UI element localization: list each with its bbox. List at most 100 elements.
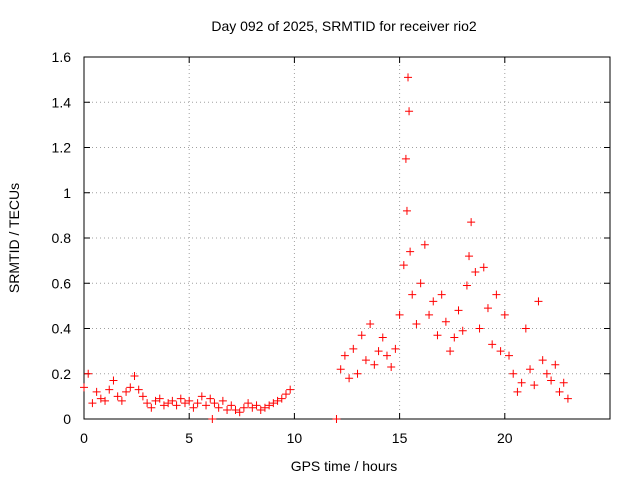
data-point [193,399,202,408]
data-point [80,383,88,392]
data-point [387,362,396,371]
data-point [214,403,223,412]
data-point [101,396,110,405]
data-points [80,73,572,423]
data-point [433,331,442,340]
data-point [159,401,168,410]
data-point [248,403,257,412]
y-tick-label: 0.6 [52,275,72,291]
data-point [547,376,556,385]
y-tick-labels: 0 0.2 0.4 0.6 0.8 1 1.2 1.4 1.6 [52,49,72,427]
data-point [437,290,446,299]
data-point [488,340,497,349]
x-tick-label: 10 [287,430,303,446]
x-tick-label: 0 [80,430,88,446]
data-point [471,267,480,276]
data-point [521,324,530,333]
data-point [416,279,425,288]
data-point [563,394,572,403]
data-point [479,263,488,272]
y-tick-label: 1.4 [52,94,72,110]
data-point [450,333,459,342]
data-point [534,297,543,306]
data-point [176,394,185,403]
data-point [408,290,417,299]
data-point [483,304,492,313]
data-point [277,394,286,403]
data-point [353,369,362,378]
x-tick-label: 5 [185,430,193,446]
data-point [130,372,139,381]
data-point [492,290,501,299]
y-axis-label: SRMTID / TECUs [6,183,22,293]
data-point [168,396,177,405]
data-point [218,396,227,405]
data-point [122,387,131,396]
y-tick-label: 0.8 [52,230,72,246]
data-point [446,347,455,356]
data-point [273,396,282,405]
data-point [197,392,206,401]
data-point [96,394,105,403]
data-point [134,385,143,394]
data-point [138,392,147,401]
data-point [202,401,211,410]
data-point [147,403,156,412]
data-point [252,401,261,410]
plot-frame [83,56,611,420]
data-point [429,297,438,306]
data-point [208,415,217,423]
chart-title: Day 092 of 2025, SRMTID for receiver rio… [211,18,477,34]
data-point [109,376,118,385]
data-point [227,401,236,410]
data-point [210,399,219,408]
data-point [235,408,244,417]
data-point [406,247,415,256]
data-point [551,360,560,369]
x-tick-label: 20 [497,430,513,446]
data-point [345,374,354,383]
data-point [357,331,366,340]
data-point [374,347,383,356]
data-point [366,319,375,328]
data-point [231,405,240,414]
data-point [559,378,568,387]
data-point [239,403,248,412]
data-point [555,387,564,396]
data-point [269,399,278,408]
data-point [143,399,152,408]
data-point [206,394,215,403]
data-point [189,403,198,412]
data-point [401,154,410,163]
data-point [256,405,265,414]
data-point [500,310,509,319]
data-point [155,394,164,403]
y-tick-label: 0.4 [52,321,72,337]
y-tick-label: 1.6 [52,49,72,65]
data-point [542,369,551,378]
data-point [113,392,122,401]
data-point [420,240,429,249]
data-point [281,390,290,399]
y-tick-label: 1 [63,185,71,201]
axis-ticks [83,56,610,420]
data-point [467,218,476,227]
data-point [404,73,413,82]
data-point [509,369,518,378]
x-tick-label: 15 [392,430,408,446]
data-point [185,396,194,405]
y-tick-label: 0 [63,411,71,427]
data-point [84,369,93,378]
grid-lines [84,57,610,419]
data-point [395,310,404,319]
data-point [151,396,160,405]
data-point [412,319,421,328]
data-point [164,399,173,408]
data-point [370,360,379,369]
data-point [465,252,474,261]
data-point [92,387,101,396]
data-point [88,399,97,408]
x-axis-label: GPS time / hours [291,458,398,474]
data-point [526,365,535,374]
